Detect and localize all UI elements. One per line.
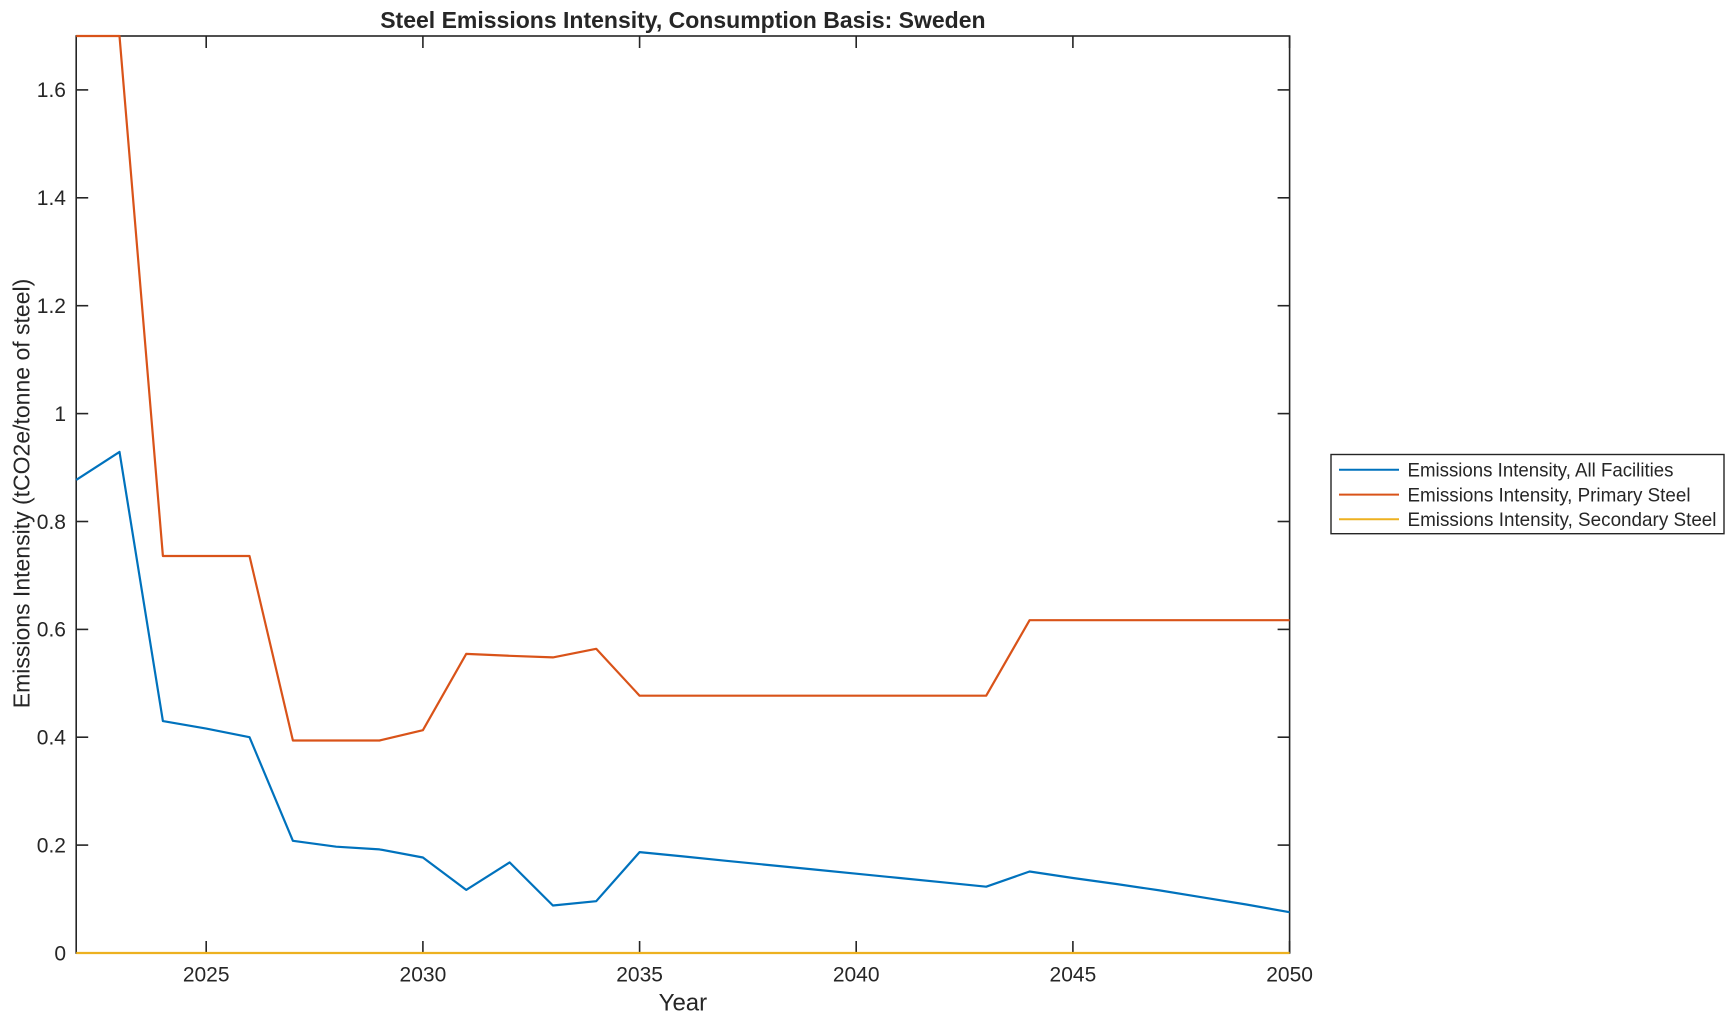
svg-text:Steel Emissions Intensity, Con: Steel Emissions Intensity, Consumption B… — [380, 7, 985, 33]
svg-text:0.4: 0.4 — [37, 727, 67, 750]
svg-text:Year: Year — [659, 989, 708, 1016]
svg-text:2050: 2050 — [1266, 964, 1313, 987]
svg-text:2030: 2030 — [400, 964, 447, 987]
svg-text:Emissions Intensity, All Facil: Emissions Intensity, All Facilities — [1408, 460, 1674, 482]
svg-text:Emissions Intensity, Primary S: Emissions Intensity, Primary Steel — [1408, 484, 1691, 506]
svg-text:2025: 2025 — [183, 964, 230, 987]
svg-text:Emissions Intensity (tCO2e/ton: Emissions Intensity (tCO2e/tonne of stee… — [9, 279, 35, 709]
svg-text:0.6: 0.6 — [37, 619, 66, 642]
svg-text:1: 1 — [54, 403, 66, 426]
svg-text:2035: 2035 — [616, 964, 663, 987]
svg-text:Emissions Intensity, Secondary: Emissions Intensity, Secondary Steel — [1408, 509, 1717, 531]
svg-text:1.6: 1.6 — [37, 79, 66, 102]
svg-text:0: 0 — [54, 942, 66, 965]
svg-text:2040: 2040 — [833, 964, 880, 987]
svg-text:2045: 2045 — [1050, 964, 1097, 987]
svg-text:1.2: 1.2 — [37, 295, 66, 318]
svg-text:0.8: 0.8 — [37, 511, 66, 534]
svg-text:0.2: 0.2 — [37, 834, 66, 857]
svg-text:1.4: 1.4 — [37, 187, 67, 210]
